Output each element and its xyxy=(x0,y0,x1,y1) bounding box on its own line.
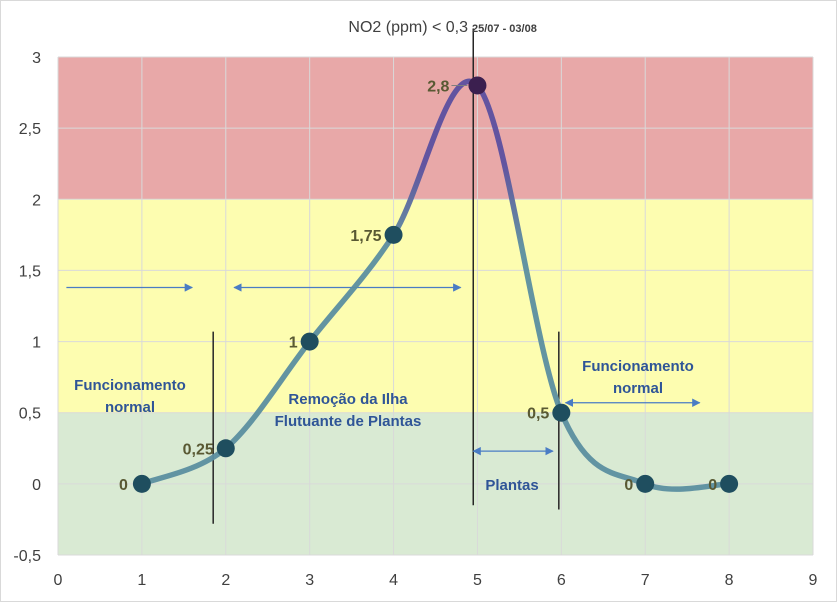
data-label: 0 xyxy=(624,477,633,494)
phase-annotations: Funcionamento normal Remoção da Ilha Flutua… xyxy=(74,358,694,494)
x-tick-label: 0 xyxy=(54,572,63,589)
x-tick-label: 1 xyxy=(137,572,146,589)
x-axis-ticks: 0 1 2 3 4 5 6 7 8 9 xyxy=(54,572,818,589)
data-labels: 0 0,25 1 1,75 2,8 0,5 0 0 xyxy=(119,78,717,493)
data-point xyxy=(468,76,487,95)
annotation-funcionamento-normal-left: normal xyxy=(105,399,155,416)
data-point xyxy=(552,403,571,422)
y-tick-label: 0 xyxy=(32,477,41,494)
data-label: 0 xyxy=(708,477,717,494)
data-label: 1 xyxy=(289,335,298,352)
series-path xyxy=(139,78,732,492)
data-point xyxy=(216,439,235,458)
data-label: 0,25 xyxy=(183,441,214,458)
x-tick-label: 6 xyxy=(557,572,566,589)
y-tick-label: 2 xyxy=(32,192,41,209)
y-tick-label: 3 xyxy=(32,50,41,67)
data-markers xyxy=(132,76,739,493)
annotation-remocao-ilha: Flutuante de Plantas xyxy=(275,413,422,430)
x-tick-label: 3 xyxy=(305,572,314,589)
y-tick-label: 2,5 xyxy=(19,121,41,138)
annotation-funcionamento-normal-right: Funcionamento xyxy=(582,358,694,375)
data-label: 1,75 xyxy=(350,228,381,245)
y-tick-label: 0,5 xyxy=(19,406,41,423)
data-point xyxy=(300,332,319,351)
band-1 xyxy=(58,199,813,413)
data-label: 2,8 xyxy=(427,78,449,95)
phase-arrows xyxy=(66,283,701,456)
y-tick-label: -0,5 xyxy=(13,548,41,565)
data-label: 0,5 xyxy=(527,406,549,423)
chart-subtitle: 25/07 - 03/08 xyxy=(472,23,537,35)
chart-title: NO2 (ppm) < 0,3 xyxy=(348,19,468,36)
series-line xyxy=(139,78,732,492)
x-tick-label: 8 xyxy=(725,572,734,589)
y-tick-label: 1 xyxy=(32,335,41,352)
data-label: 0 xyxy=(119,477,128,494)
y-axis-ticks: -0,5 0 0,5 1 1,5 2 2,5 3 xyxy=(13,50,41,565)
data-point xyxy=(636,474,655,493)
data-point xyxy=(132,474,151,493)
x-tick-label: 2 xyxy=(221,572,230,589)
data-point xyxy=(384,225,403,244)
x-tick-label: 9 xyxy=(809,572,818,589)
x-tick-label: 4 xyxy=(389,572,398,589)
annotation-funcionamento-normal-left: Funcionamento xyxy=(74,377,186,394)
x-tick-label: 7 xyxy=(641,572,650,589)
annotation-funcionamento-normal-right: normal xyxy=(613,380,663,397)
x-tick-label: 5 xyxy=(473,572,482,589)
gridlines xyxy=(57,56,814,556)
annotation-remocao-ilha: Remoção da Ilha xyxy=(288,391,408,408)
annotation-plantas: Plantas xyxy=(485,477,538,494)
data-point xyxy=(720,474,739,493)
y-tick-label: 1,5 xyxy=(19,263,41,280)
